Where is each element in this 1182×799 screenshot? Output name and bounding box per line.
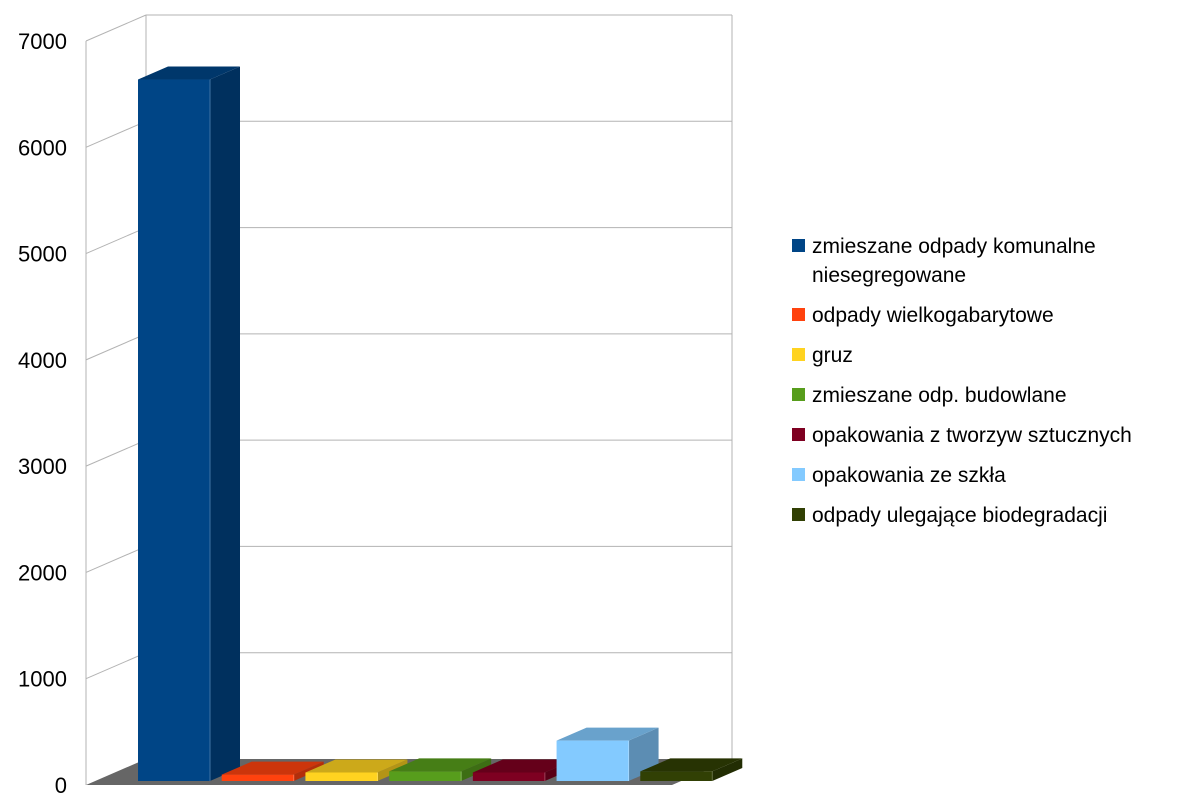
legend-swatch bbox=[792, 388, 805, 401]
gridlines bbox=[85, 120, 732, 680]
legend-item: zmieszane odp. budowlane bbox=[792, 381, 1178, 410]
y-tick-label: 5000 bbox=[18, 242, 67, 267]
legend-item: odpady ulegające biodegradacji bbox=[792, 501, 1178, 530]
bar bbox=[389, 758, 492, 781]
bar bbox=[138, 66, 240, 781]
legend-swatch bbox=[792, 308, 805, 321]
bars bbox=[138, 66, 743, 781]
legend-label: zmieszane odpady komunalne niesegregowan… bbox=[812, 235, 1096, 287]
y-tick-label: 4000 bbox=[18, 348, 67, 373]
gridline-diagonal bbox=[85, 227, 147, 255]
y-tick-label: 0 bbox=[55, 773, 67, 798]
y-tick-label: 7000 bbox=[18, 29, 67, 54]
legend-swatch bbox=[792, 348, 805, 361]
y-tick-label: 6000 bbox=[18, 135, 67, 160]
legend-item: opakowania z tworzyw sztucznych bbox=[792, 421, 1178, 450]
legend-item: zmieszane odpady komunalne niesegregowan… bbox=[792, 232, 1178, 290]
legend: zmieszane odpady komunalne niesegregowan… bbox=[792, 232, 1178, 541]
legend-label: odpady wielkogabarytowe bbox=[812, 304, 1054, 327]
legend-label: zmieszane odp. budowlane bbox=[812, 384, 1067, 407]
legend-swatch bbox=[792, 239, 805, 252]
y-axis-ticks: 0 1000 2000 3000 4000 5000 6000 7000 bbox=[18, 29, 67, 798]
gridline-diagonal bbox=[85, 333, 147, 361]
y-tick-label: 3000 bbox=[18, 454, 67, 479]
y-tick-label: 2000 bbox=[18, 560, 67, 585]
gridline-diagonal bbox=[85, 120, 147, 148]
legend-swatch bbox=[792, 428, 805, 441]
y-tick-label: 1000 bbox=[18, 667, 67, 692]
legend-item: odpady wielkogabarytowe bbox=[792, 301, 1178, 330]
legend-label: gruz bbox=[812, 344, 853, 367]
legend-swatch bbox=[792, 468, 805, 481]
legend-label: opakowania z tworzyw sztucznych bbox=[812, 424, 1132, 447]
bar bbox=[640, 758, 743, 781]
bar bbox=[556, 727, 659, 781]
legend-label: odpady ulegające biodegradacji bbox=[812, 504, 1108, 527]
legend-item: gruz bbox=[792, 341, 1178, 370]
legend-label: opakowania ze szkła bbox=[812, 464, 1006, 487]
gridline-diagonal bbox=[85, 545, 147, 573]
legend-swatch bbox=[792, 508, 805, 521]
gridline-diagonal bbox=[85, 439, 147, 467]
legend-item: opakowania ze szkła bbox=[792, 461, 1178, 490]
gridline-diagonal bbox=[85, 652, 147, 680]
